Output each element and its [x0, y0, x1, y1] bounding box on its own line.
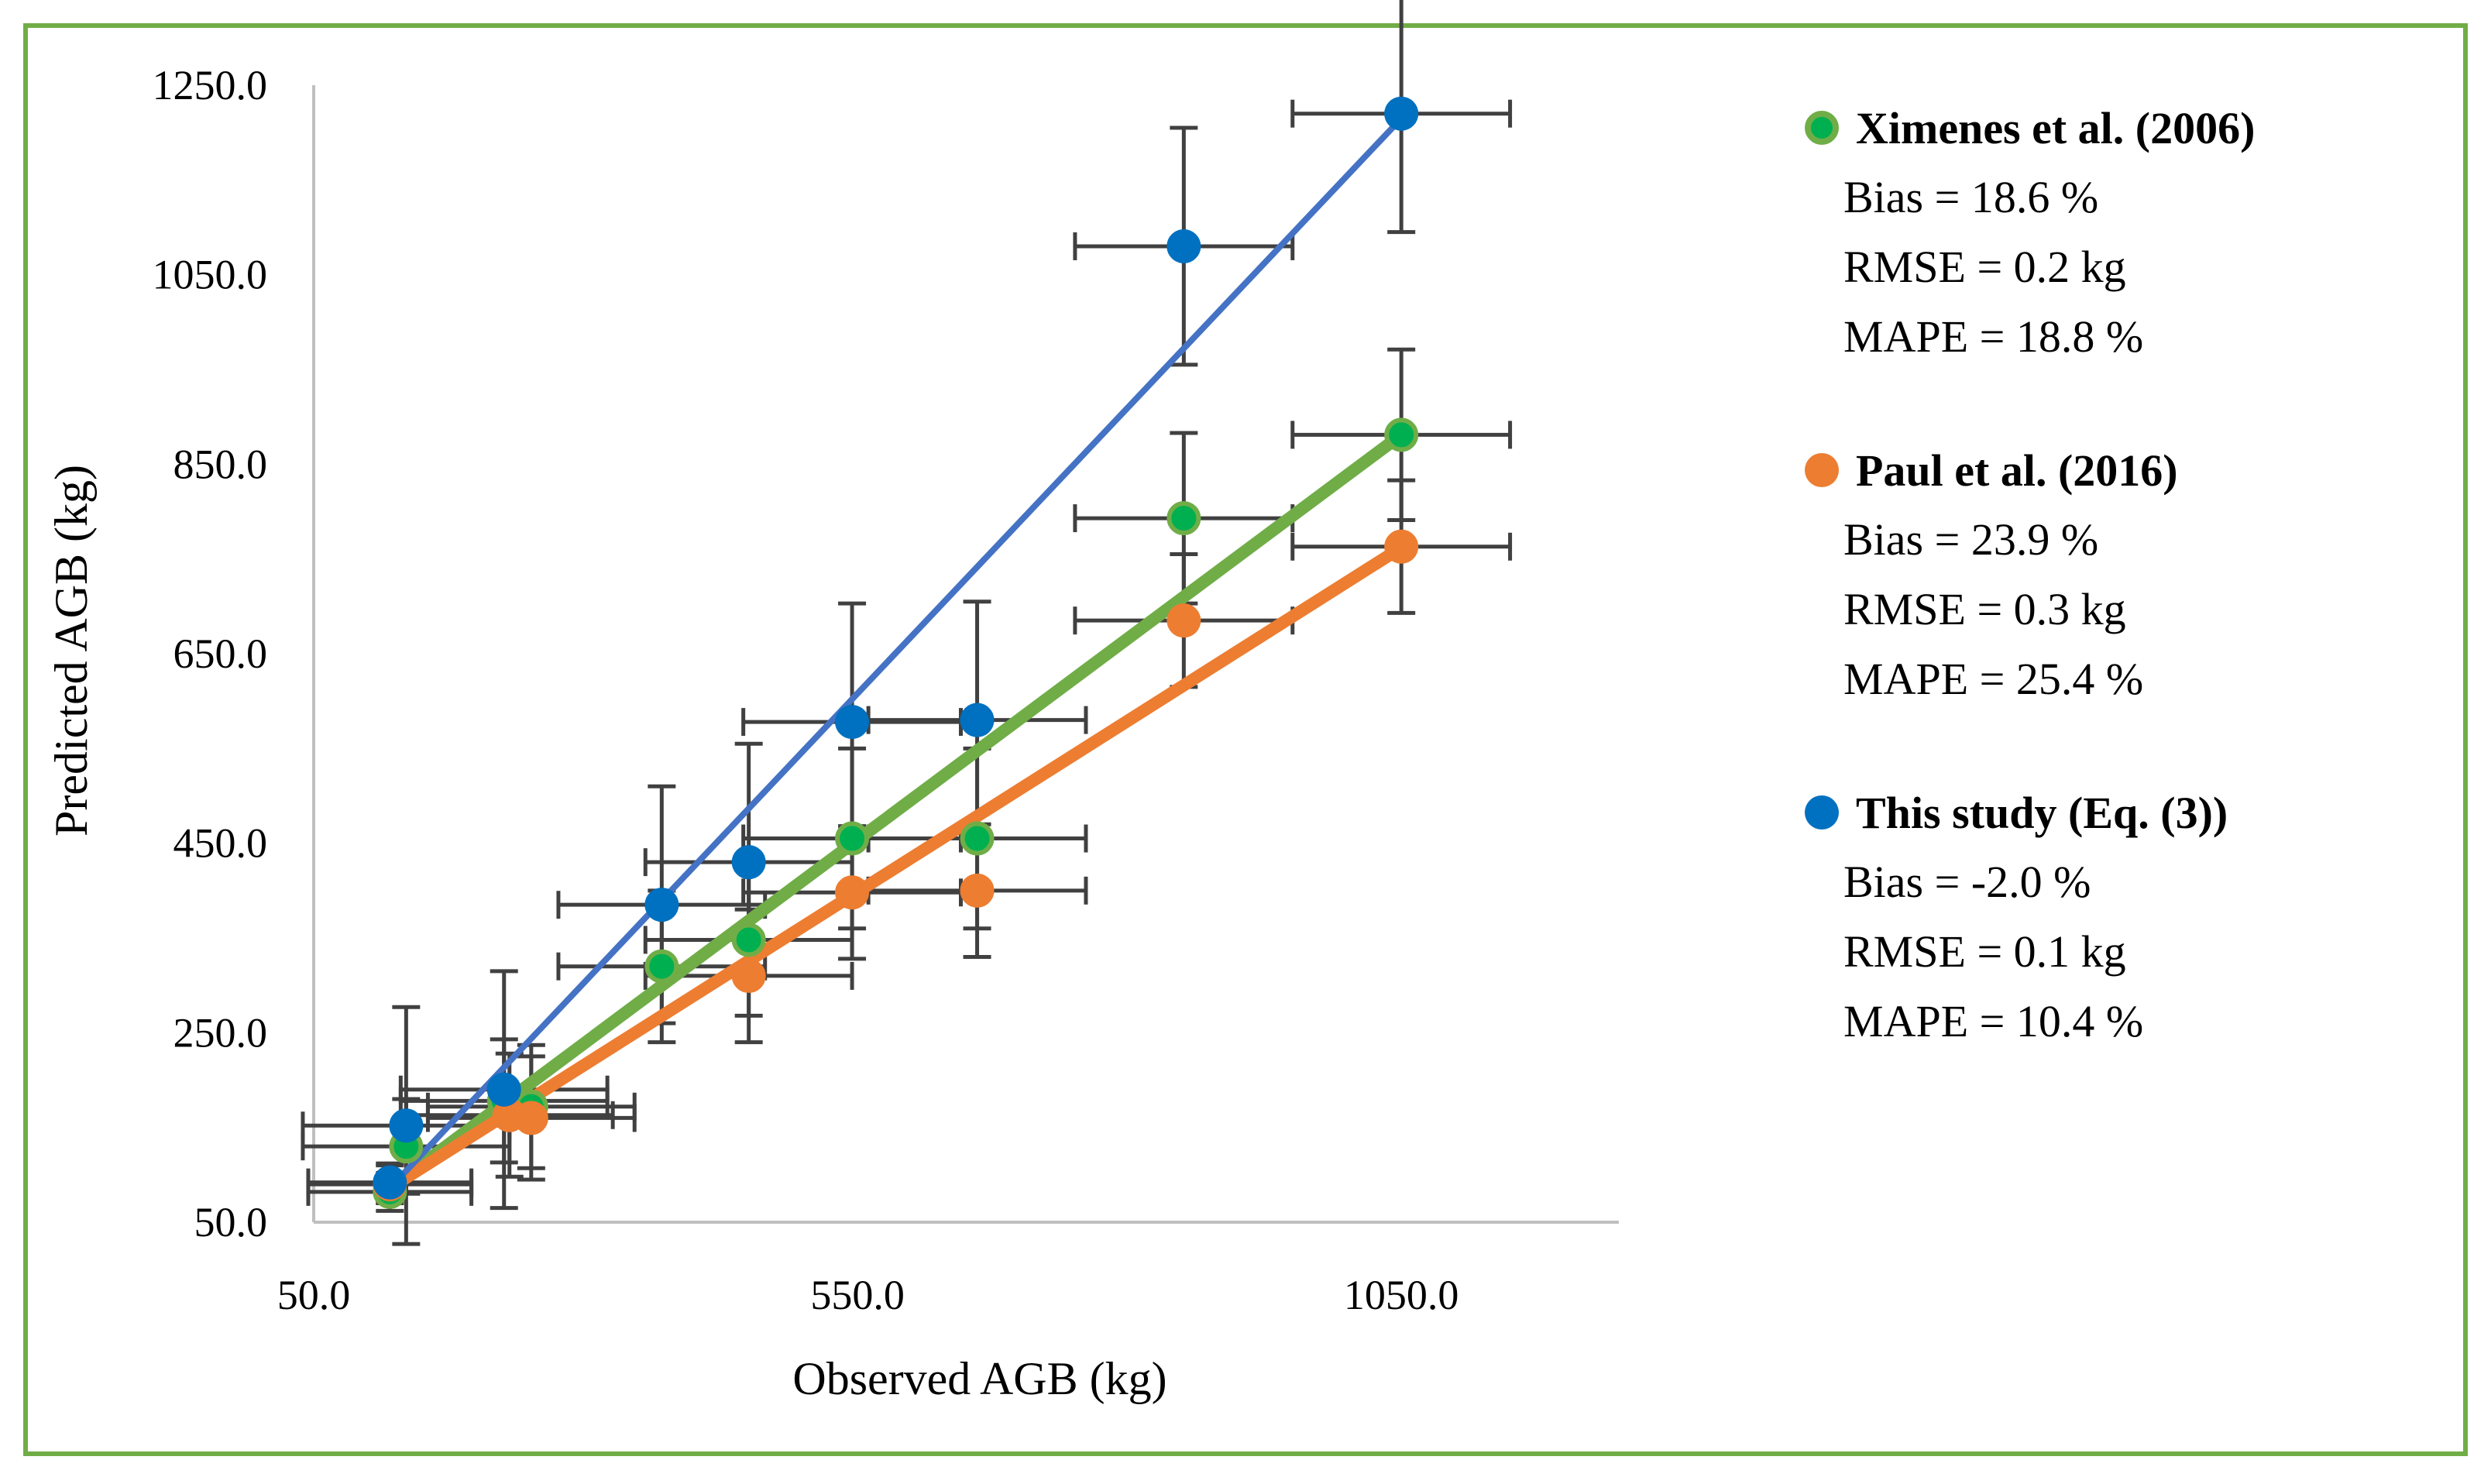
- legend-entry-ximenes: Ximenes et al. (2006) Bias = 18.6 % RMSE…: [1805, 93, 2440, 372]
- legend-bias: Bias = -2.0 %: [1843, 857, 2091, 907]
- y-tick-label: 250.0: [174, 1009, 268, 1056]
- ximenes-fit-line: [383, 428, 1408, 1194]
- ximenes-point: [1166, 501, 1201, 536]
- data-points: [373, 96, 1419, 1209]
- this-study-point: [835, 705, 870, 740]
- this-study-fit-line: [387, 115, 1405, 1191]
- legend-mape: MAPE = 18.8 %: [1843, 311, 2144, 362]
- paul-point: [731, 958, 766, 993]
- legend-mape: MAPE = 25.4 %: [1843, 654, 2144, 704]
- this-study-point: [644, 888, 679, 922]
- legend-mape: MAPE = 10.4 %: [1843, 996, 2144, 1046]
- this-study-point: [373, 1165, 407, 1200]
- y-tick-label: 650.0: [174, 630, 268, 677]
- y-tick-label: 450.0: [174, 820, 268, 867]
- error-bars: [301, 0, 1513, 1246]
- y-tick-label: 850.0: [174, 441, 268, 487]
- legend-rmse: RMSE = 0.2 kg: [1843, 242, 2126, 292]
- legend-series-name: This study (Eq. (3)): [1856, 787, 2228, 838]
- x-axis-title: Observed AGB (kg): [792, 1353, 1166, 1404]
- ximenes-point: [835, 821, 870, 856]
- legend-bias: Bias = 18.6 %: [1843, 172, 2099, 222]
- y-axis-title: Predicted AGB (kg): [46, 465, 97, 836]
- axes: [312, 85, 1619, 1224]
- y-tick-label: 50.0: [194, 1199, 268, 1245]
- fit-lines: [383, 115, 1408, 1194]
- legend-rmse: RMSE = 0.3 kg: [1843, 584, 2126, 634]
- ximenes-point: [644, 949, 679, 984]
- ximenes-point: [731, 922, 766, 957]
- tick-labels: 50.0 250.0 450.0 650.0 850.0 1050.0 1250.0 50.0…: [153, 62, 1459, 1318]
- paul-point: [1384, 529, 1419, 564]
- ximenes-point: [1384, 417, 1419, 452]
- this-study-point: [389, 1108, 424, 1143]
- legend-series-name: Ximenes et al. (2006): [1856, 102, 2256, 153]
- paul-point: [960, 873, 995, 908]
- figure-frame: [23, 23, 2468, 1456]
- this-study-point: [1384, 96, 1419, 131]
- paul-point: [1166, 603, 1201, 638]
- y-tick-label: 1050.0: [153, 252, 268, 298]
- this-study-point: [486, 1072, 521, 1107]
- y-tick-label: 1250.0: [153, 62, 268, 108]
- this-study-point: [731, 845, 766, 880]
- x-tick-label: 550.0: [810, 1272, 905, 1318]
- paul-point: [835, 875, 870, 910]
- this-study-point: [960, 702, 995, 737]
- paul-fit-line: [383, 541, 1408, 1194]
- legend-bias: Bias = 23.9 %: [1843, 514, 2099, 565]
- legend-marker-ximenes: [1805, 111, 1839, 145]
- legend-marker-paul: [1805, 453, 1839, 487]
- legend-rmse: RMSE = 0.1 kg: [1843, 926, 2126, 977]
- this-study-point: [1166, 228, 1201, 263]
- x-tick-label: 50.0: [277, 1272, 351, 1318]
- legend-entry-paul: Paul et al. (2016) Bias = 23.9 % RMSE = …: [1805, 435, 2440, 714]
- legend-entry-this-study: This study (Eq. (3)) Bias = -2.0 % RMSE …: [1805, 778, 2440, 1056]
- x-tick-label: 1050.0: [1344, 1272, 1459, 1318]
- ximenes-point: [960, 821, 995, 856]
- legend-marker-this-study: [1805, 795, 1839, 830]
- paul-point: [514, 1101, 548, 1135]
- legend: Ximenes et al. (2006) Bias = 18.6 % RMSE…: [1805, 93, 2440, 1120]
- legend-series-name: Paul et al. (2016): [1856, 445, 2178, 496]
